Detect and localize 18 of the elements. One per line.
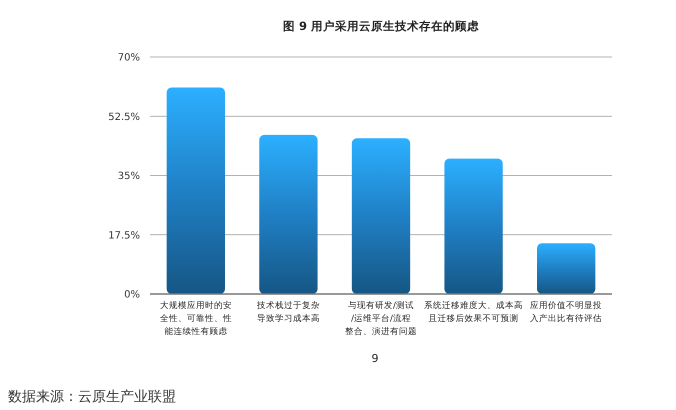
bar — [259, 134, 318, 294]
x-tick-label: 技术栈过于复杂导致学习成本高 — [256, 300, 320, 324]
chart-title: 图 9 用户采用云原生技术存在的顾虑 — [282, 19, 480, 33]
text: 9 — [372, 352, 378, 365]
bar — [537, 243, 596, 294]
y-tick-label: 0% — [124, 290, 140, 300]
bar — [166, 87, 225, 294]
x-tick-label: 应用价值不明显投入产出比有待评估 — [530, 300, 602, 324]
x-tick-label: 大规模应用时的安全性、可靠性、性能连续性有顾虑 — [160, 300, 232, 337]
x-tick-label: 与现有研发/测试/运维平台/流程整合、演进有问题 — [345, 300, 417, 337]
y-tick-label: 52.5% — [108, 112, 140, 123]
y-tick-label: 35% — [118, 171, 140, 182]
bar — [444, 158, 503, 294]
y-tick-label: 70% — [118, 52, 140, 64]
y-tick-label: 17.5% — [108, 230, 140, 242]
source-note: 数据来源：云原生产业联盟 — [8, 389, 176, 405]
x-tick-label: 系统迁移难度大、成本高且迁移后效果不可预测 — [424, 300, 524, 324]
bar — [352, 138, 410, 294]
